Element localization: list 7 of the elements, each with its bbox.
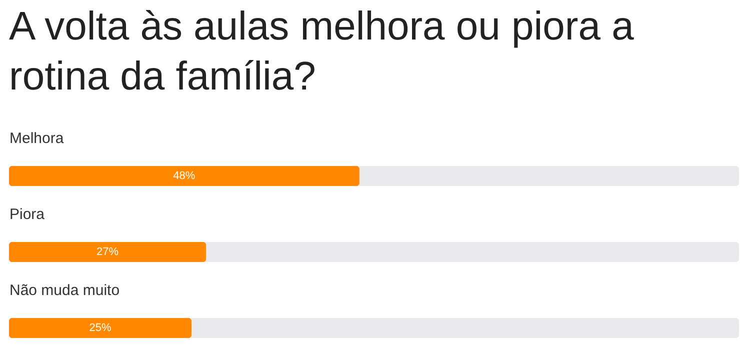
data-label: 27% — [96, 246, 119, 258]
y-tick-label: Melhora — [10, 130, 64, 147]
y-tick-label: Piora — [10, 206, 46, 223]
data-label: 25% — [89, 322, 112, 334]
y-tick-label: Não muda muito — [10, 282, 120, 299]
chart-title: A volta às aulas melhora ou piora a rotina da família? — [9, 4, 635, 98]
data-label: 48% — [173, 170, 196, 182]
